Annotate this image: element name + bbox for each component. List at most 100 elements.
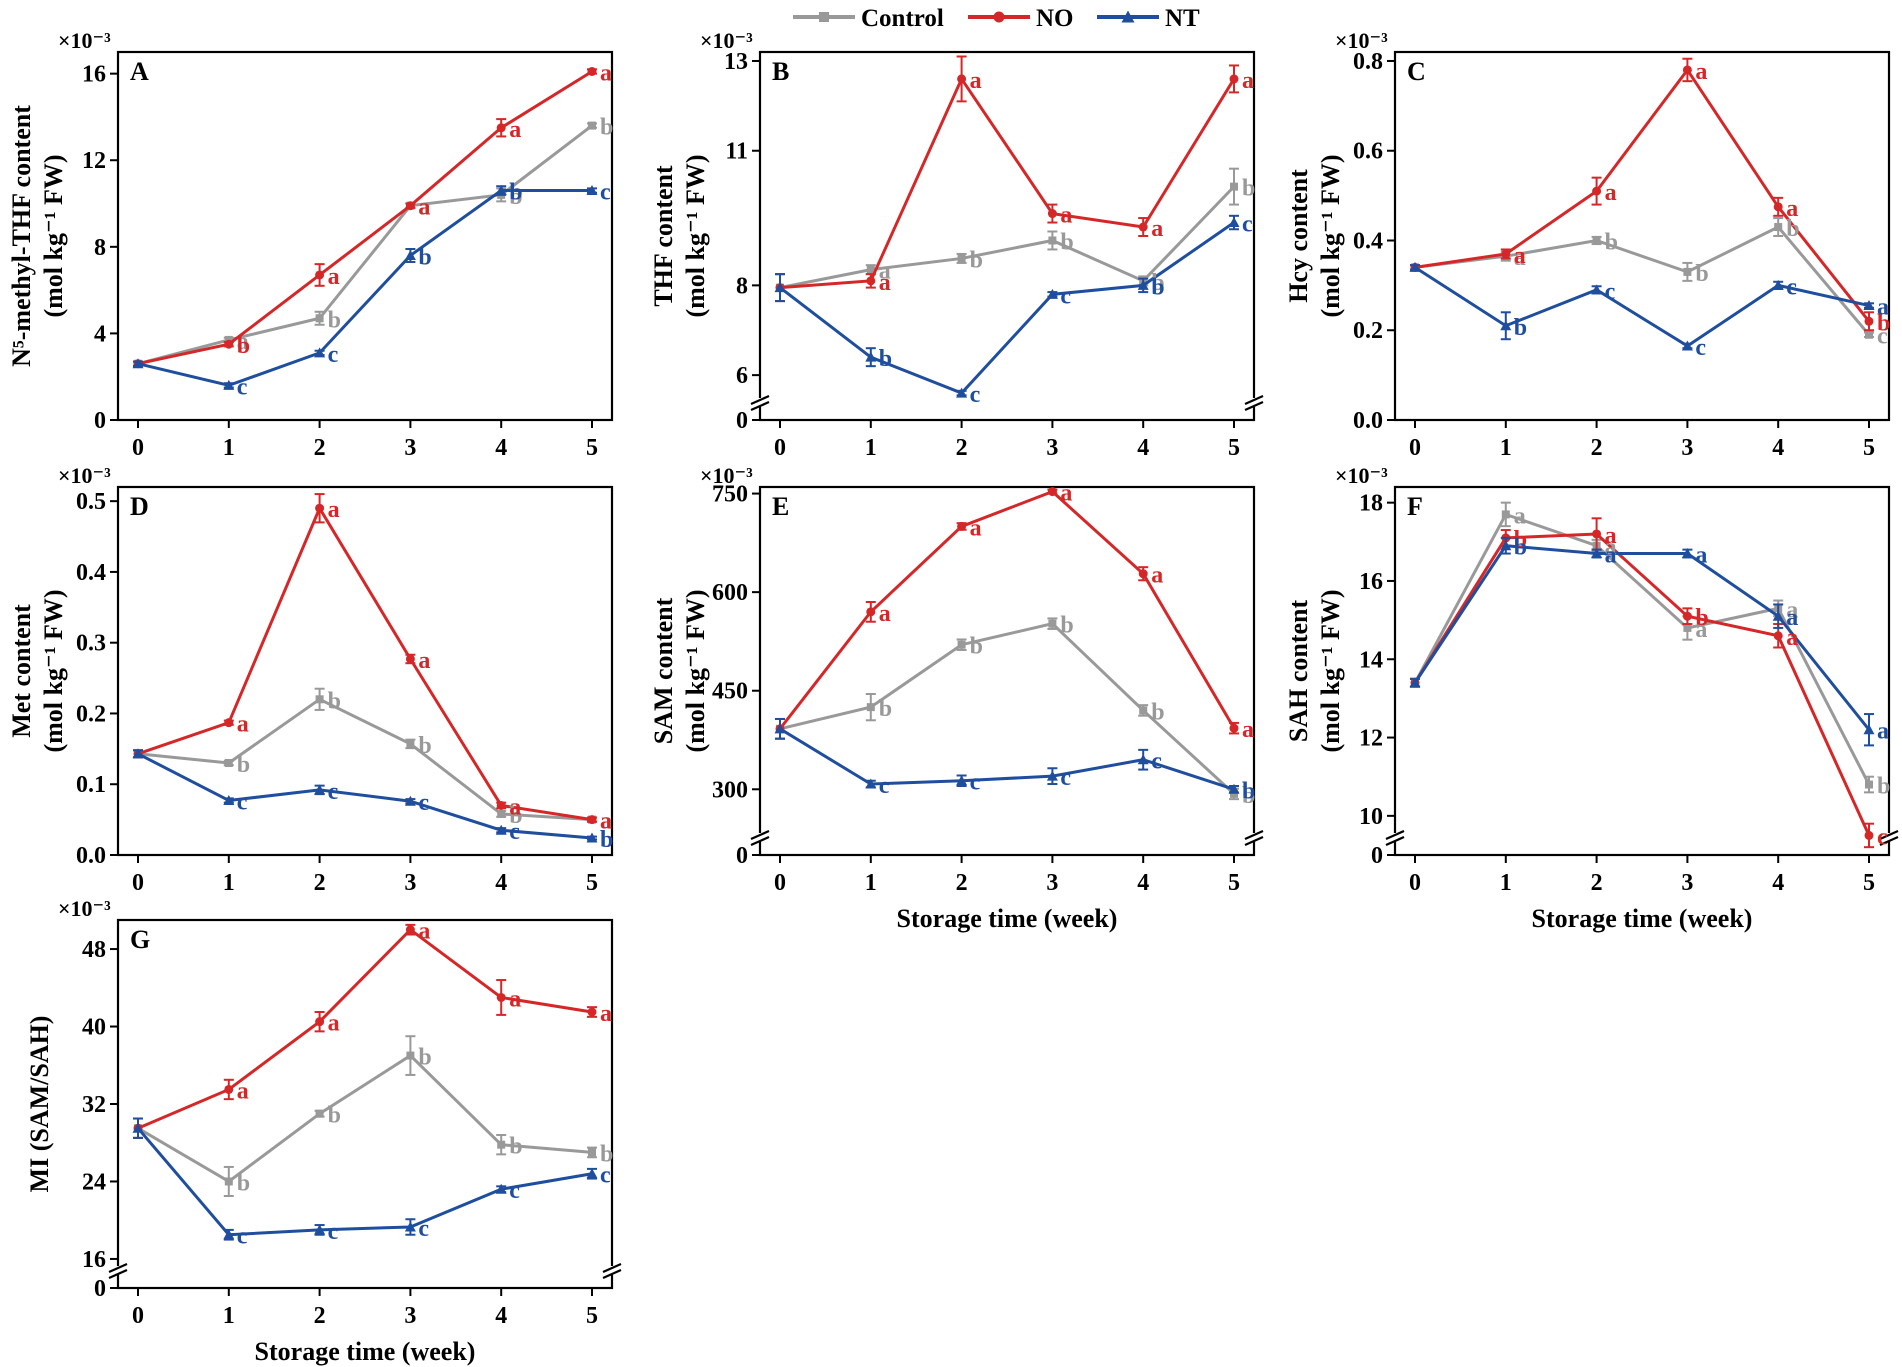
significance-letter: b [1514,535,1527,561]
x-tick-label: 2 [956,870,968,896]
series-no [133,493,597,825]
x-tick-label: 1 [1500,870,1512,896]
data-point [1409,677,1421,688]
data-point [224,1084,234,1094]
axis-break-mark [750,400,770,412]
data-point [1137,754,1149,765]
data-point [1865,780,1873,789]
significance-letter: c [1242,212,1253,238]
panel-letter: F [1407,492,1423,521]
series-line-control [137,697,593,822]
series-nt [1409,536,1875,747]
x-tick-label: 3 [1681,435,1693,461]
significance-letter: a [879,259,891,285]
significance-letter: b [1514,315,1527,341]
series-line-control [779,622,1236,795]
significance-letter: b [879,346,892,372]
data-point [315,314,324,323]
data-point [957,640,966,649]
data-point [315,1109,324,1118]
panel-letter: C [1407,57,1426,86]
series-line-no [137,927,593,1130]
significance-letter: b [509,184,522,210]
data-point [1864,830,1874,840]
y-tick-label: 10 [1359,804,1383,830]
series-control [133,121,597,368]
significance-letter: b [1242,176,1255,202]
data-point [404,795,416,806]
significance-letter: a [1695,617,1707,643]
x-tick-label: 5 [1228,435,1240,461]
data-point [774,282,786,293]
y-tick-label-zero: 0 [94,1276,106,1302]
x-tick-label: 4 [495,870,507,896]
axis-break-mark [1879,835,1899,847]
y-tick-label: 0.6 [1353,139,1383,165]
data-point [957,74,967,84]
data-point [1682,65,1692,75]
series-nt [132,185,598,390]
data-point [1046,770,1058,781]
x-tick-label: 1 [223,435,235,461]
x-tick-label: 0 [132,1303,144,1329]
x-tick-label: 0 [132,870,144,896]
significance-letter: a [1060,203,1072,229]
x-tick-label: 0 [774,870,786,896]
significance-letter: b [879,696,892,722]
data-point [495,185,507,196]
significance-letter: a [509,794,521,820]
significance-letter: a [418,195,430,221]
y-tick-label: 16 [82,62,106,88]
significance-letter: a [1242,717,1254,743]
significance-letter: a [418,195,430,221]
y-tick-label: 0.4 [76,560,106,586]
data-point [1047,209,1057,219]
axis-break-mark [750,829,770,841]
y-axis-label: (mol kg⁻¹ FW) [681,154,710,317]
significance-letter: a [418,919,430,945]
data-point [1864,316,1874,326]
data-point [497,809,506,818]
y-tick-label: 8 [736,273,748,299]
significance-letter: a [237,1078,249,1104]
data-point [224,759,233,767]
data-point [132,748,144,759]
data-point [496,992,506,1002]
significance-letter: c [1786,274,1797,300]
series-nt [132,1117,598,1241]
data-point [1863,724,1875,735]
axis-break-mark [750,835,770,847]
exponent-label: ×10⁻³ [58,463,111,488]
y-tick-label: 40 [82,1015,106,1041]
significance-letter: b [509,803,522,829]
significance-letter: a [1151,563,1163,589]
significance-letter: c [600,180,611,206]
panel-D: 0.0 0.1 0.2 0.3 0.4 0.5 0 1 2 3 4 5 ×10⁻³ D Met conten… [7,463,613,896]
y-tick-label: 450 [712,679,748,705]
significance-letter: a [600,60,612,86]
x-tick-label: 3 [404,870,416,896]
panel-C: 0.0 0.2 0.4 0.6 0.8 0 1 2 3 4 5 ×10⁻³ C Hcy content (m… [1284,28,1890,461]
significance-letter: c [328,779,339,805]
significance-letter: b [1151,270,1164,296]
panel-C-frame [1393,50,1891,422]
panel-letter: A [130,57,149,86]
y-tick-label: 32 [82,1092,106,1118]
axis-break-mark [602,1268,622,1280]
exponent-label: ×10⁻³ [700,28,753,53]
data-point [1137,279,1149,290]
series-line-control [779,185,1236,290]
series-line-nt [137,189,592,387]
data-point [1138,569,1148,579]
data-point [1863,300,1875,311]
data-point [496,800,506,810]
significance-letter: a [600,809,612,835]
significance-letter: c [237,790,248,816]
significance-letter: b [1877,774,1890,800]
significance-letter: b [970,247,983,273]
data-point [1772,279,1784,290]
y-tick-label: 13 [724,49,748,75]
data-point [1683,267,1692,276]
data-point [587,1007,597,1017]
